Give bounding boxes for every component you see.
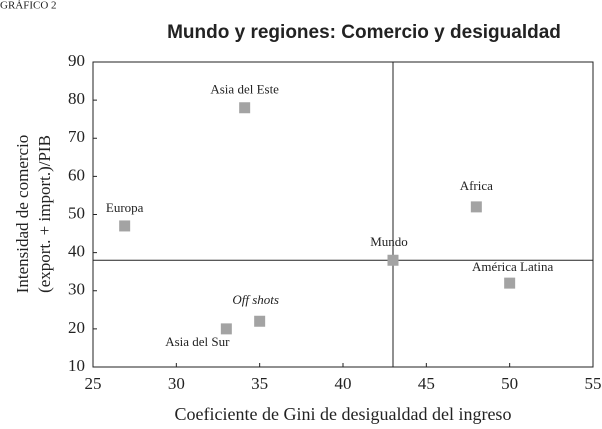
y-tick-label: 50: [68, 203, 85, 222]
x-tick-label: 35: [251, 374, 268, 393]
chart-title: Mundo y regiones: Comercio y desigualdad: [167, 22, 561, 43]
x-tick-label: 50: [501, 374, 518, 393]
point-label: Africa: [460, 178, 493, 193]
y-axis-label-line: Intensidad de comercio: [13, 135, 32, 294]
point: [220, 323, 232, 335]
x-tick-label: 40: [335, 374, 352, 393]
point-label: Asia del Este: [210, 82, 279, 97]
y-tick-label: 70: [68, 127, 85, 146]
point: [119, 220, 131, 232]
y-tick-label: 10: [68, 356, 85, 375]
point: [470, 201, 482, 213]
y-tick-label: 20: [68, 318, 85, 337]
y-tick-label: 80: [68, 89, 85, 108]
y-tick-label: 60: [68, 165, 85, 184]
point-label: Asia del Sur: [165, 334, 230, 349]
x-axis-label: Coeficiente de Gini de desigualdad del i…: [175, 404, 512, 424]
x-tick-label: 25: [85, 374, 102, 393]
x-tick-label: 45: [418, 374, 435, 393]
point-label: Mundo: [370, 234, 408, 249]
point: [387, 254, 399, 266]
y-axis-label: Intensidad de comercio (export. + import…: [13, 135, 54, 294]
x-tick-label: 30: [168, 374, 185, 393]
point-label: Off shots: [232, 292, 279, 307]
y-tick-label: 30: [68, 280, 85, 299]
y-axis-label-line: (export. + import.)/PIB: [35, 135, 54, 293]
y-tick-label: 40: [68, 242, 85, 261]
point: [254, 315, 266, 327]
point-label: América Latina: [472, 259, 553, 274]
point: [239, 102, 251, 114]
y-tick-label: 90: [68, 51, 85, 70]
x-tick-label: 55: [585, 374, 602, 393]
point: [504, 277, 516, 289]
plot-frame: [92, 61, 594, 368]
point-label: Europa: [106, 200, 144, 215]
figure-label: GRÁFICO 2: [0, 0, 57, 12]
